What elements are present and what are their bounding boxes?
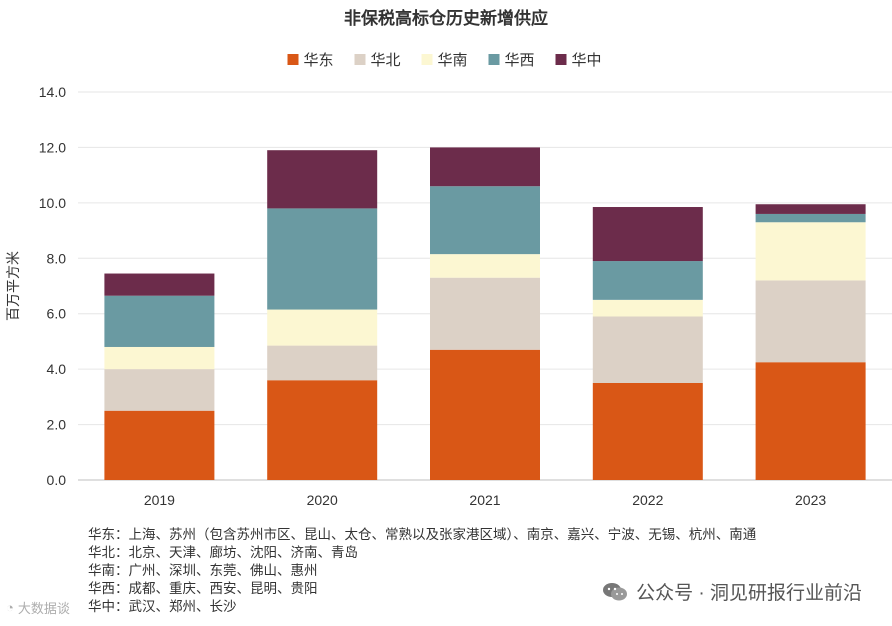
bar-segment <box>104 295 215 347</box>
corner-logo-icon: ◔ <box>6 600 14 615</box>
legend-label: 华东 <box>304 52 334 69</box>
legend-swatch <box>287 54 299 65</box>
bar-segment <box>267 380 378 480</box>
legend-swatch <box>421 54 433 65</box>
bar-segment <box>430 254 540 278</box>
y-tick-label: 2.0 <box>47 417 67 433</box>
chart-legend: 华东 华北 华南 华西 华中 <box>287 52 602 69</box>
bar-segment <box>592 207 703 262</box>
x-tick-label: 2019 <box>144 492 175 508</box>
bar-segment <box>430 147 540 187</box>
chart-title: 非保税高标仓历史新增供应 <box>344 8 548 28</box>
y-tick-label: 6.0 <box>47 306 67 322</box>
stacked-bar-chart: 非保税高标仓历史新增供应 华东 华北 华南 华西 华中 百万平方米 0.0 2.0 4.0 6… <box>5 8 892 508</box>
bar-segment <box>267 345 378 381</box>
corner-watermark-text: 大数据谈 <box>17 601 70 616</box>
corner-watermark: ◔ 大数据谈 <box>6 598 70 617</box>
bar-segment <box>592 316 703 383</box>
bar-segment <box>592 299 703 317</box>
x-tick-label: 2021 <box>469 492 500 508</box>
legend-swatch <box>488 54 500 65</box>
bar-segment <box>430 349 540 480</box>
watermark: 公众号 · 洞见研报行业前沿 <box>602 578 862 605</box>
note-east: 华东：上海、苏州（包含苏州市区、昆山、太仓、常熟以及张家港区域）、南京、嘉兴、宁… <box>88 527 757 542</box>
y-tick-label: 4.0 <box>47 361 67 377</box>
bar-segment <box>755 280 866 363</box>
y-tick-label: 10.0 <box>39 195 66 211</box>
legend-label: 华西 <box>505 52 535 69</box>
watermark-text: 公众号 · 洞见研报行业前沿 <box>636 583 862 604</box>
y-tick-label: 0.0 <box>47 472 67 488</box>
y-tick-label: 8.0 <box>47 250 67 266</box>
bar-segment <box>592 383 703 480</box>
bar-segment <box>755 222 866 281</box>
legend-swatch <box>555 54 567 65</box>
bar-segment <box>592 261 703 300</box>
note-north: 华北：北京、天津、廊坊、沈阳、济南、青岛 <box>88 545 358 560</box>
y-tick-label: 12.0 <box>39 139 66 155</box>
region-notes: 华东：上海、苏州（包含苏州市区、昆山、太仓、常熟以及张家港区域）、南京、嘉兴、宁… <box>88 526 756 616</box>
wechat-icon <box>603 582 628 600</box>
x-tick-label: 2022 <box>632 492 663 508</box>
bar-segment <box>430 277 540 350</box>
bar-segment <box>755 213 866 223</box>
legend-label: 华北 <box>371 52 401 69</box>
bar-segment <box>755 204 866 214</box>
bar-segment <box>267 309 378 346</box>
bar-segment <box>104 410 215 480</box>
note-central: 华中：武汉、郑州、长沙 <box>88 599 237 614</box>
legend-label: 华南 <box>438 52 468 69</box>
bar-segment <box>267 150 378 209</box>
bar-segment <box>430 186 540 255</box>
bar-segment <box>104 369 215 411</box>
x-tick-label: 2020 <box>307 492 338 508</box>
legend-swatch <box>354 54 366 65</box>
chart-bars <box>104 147 866 480</box>
x-tick-label: 2023 <box>795 492 826 508</box>
note-south: 华南：广州、深圳、东莞、佛山、惠州 <box>88 563 318 578</box>
bar-segment <box>755 362 866 480</box>
y-tick-label: 14.0 <box>39 84 66 100</box>
bar-segment <box>104 346 215 370</box>
bar-segment <box>104 273 215 296</box>
legend-label: 华中 <box>572 52 602 69</box>
y-axis-label: 百万平方米 <box>5 251 21 321</box>
bar-segment <box>267 208 378 310</box>
note-west: 华西：成都、重庆、西安、昆明、贵阳 <box>88 581 318 596</box>
